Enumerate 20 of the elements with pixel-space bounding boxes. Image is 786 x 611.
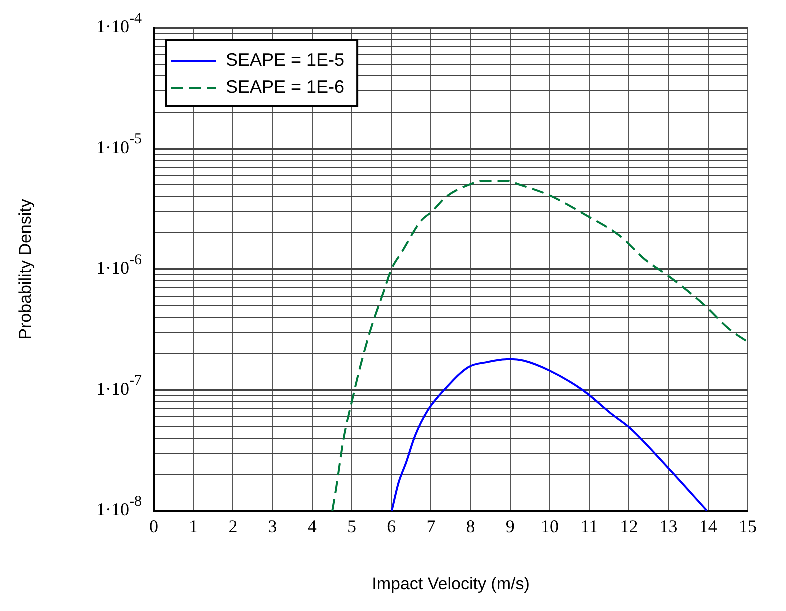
x-tick-label: 9 <box>506 516 515 537</box>
x-tick-label: 15 <box>739 516 757 537</box>
legend-label: SEAPE = 1E-5 <box>226 50 345 70</box>
x-tick-label: 6 <box>387 516 396 537</box>
x-tick-label: 13 <box>660 516 678 537</box>
x-tick-label: 0 <box>150 516 158 537</box>
x-tick-label: 8 <box>466 516 476 537</box>
x-tick-label: 2 <box>228 516 238 537</box>
legend-label: SEAPE = 1E-6 <box>226 76 345 97</box>
x-tick-label: 1 <box>189 516 198 537</box>
y-axis-title: Probability Density <box>16 198 35 340</box>
x-tick-label: 11 <box>580 516 598 537</box>
x-axis-title: Impact Velocity (m/s) <box>372 574 530 594</box>
x-tick-label: 10 <box>541 516 559 537</box>
x-tick-label: 7 <box>426 516 436 537</box>
x-tick-label: 12 <box>620 516 638 537</box>
x-tick-label: 3 <box>268 516 278 537</box>
x-tick-label: 14 <box>699 516 718 537</box>
x-tick-label: 5 <box>348 516 356 537</box>
x-tick-label: 4 <box>308 516 317 537</box>
